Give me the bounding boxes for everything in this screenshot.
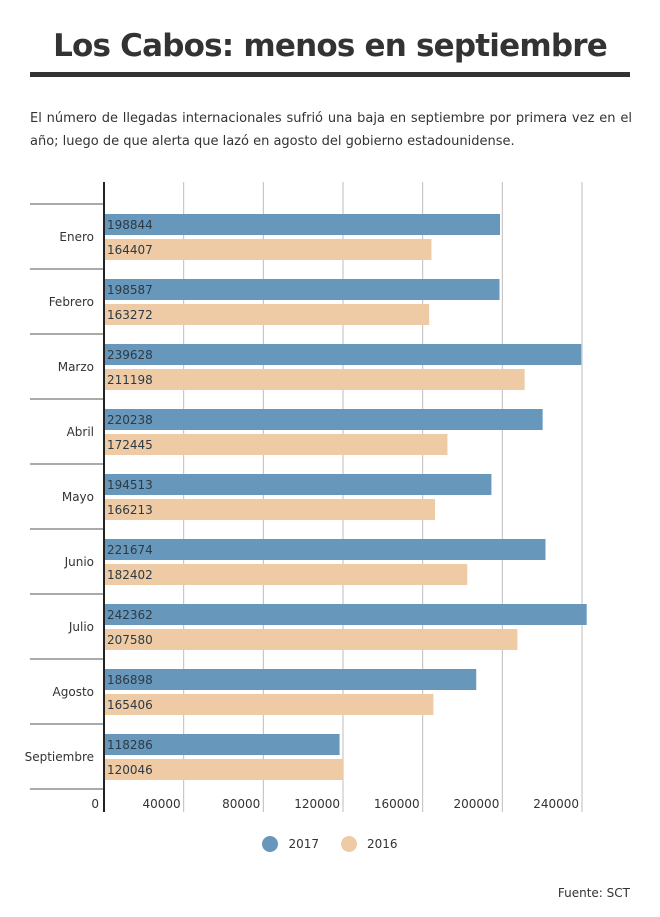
legend-swatch-2016 [341, 836, 357, 852]
category-label: Julio [68, 620, 94, 634]
data-label: 242362 [107, 608, 153, 622]
bar-2017 [104, 409, 543, 430]
legend: 2017 2016 [0, 836, 660, 852]
x-tick-label: 0 [91, 797, 99, 811]
data-label: 239628 [107, 348, 153, 362]
category-label: Junio [64, 555, 94, 569]
data-label: 207580 [107, 633, 153, 647]
bar-2016 [104, 239, 432, 260]
data-label: 211198 [107, 373, 153, 387]
category-label: Abril [67, 425, 94, 439]
chart-title: Los Cabos: menos en septiembre [53, 28, 608, 64]
data-label: 164407 [107, 243, 153, 257]
data-label: 165406 [107, 698, 153, 712]
data-label: 221674 [107, 543, 153, 557]
x-tick-label: 80000 [222, 797, 260, 811]
legend-label-2017: 2017 [288, 837, 319, 851]
legend-label-2016: 2016 [367, 837, 398, 851]
x-tick-label: 40000 [142, 797, 180, 811]
data-label: 186898 [107, 673, 153, 687]
bar-2016 [104, 304, 430, 325]
bar-2016 [104, 759, 344, 780]
bar-2017 [104, 734, 340, 755]
bar-2017 [104, 604, 587, 625]
bar-2016 [104, 369, 525, 390]
bar-2016 [104, 694, 434, 715]
x-tick-label: 200000 [454, 797, 500, 811]
bar-2016 [104, 564, 468, 585]
bar-2017 [104, 279, 500, 300]
bar-2017 [104, 214, 501, 235]
title-underline [30, 72, 630, 77]
bar-2017 [104, 539, 546, 560]
chart-subtitle: El número de llegadas internacionales su… [30, 111, 632, 149]
x-tick-label: 120000 [294, 797, 340, 811]
category-label: Marzo [58, 360, 94, 374]
data-label: 198844 [107, 218, 153, 232]
x-tick-label: 240000 [533, 797, 579, 811]
legend-item-2017: 2017 [262, 836, 319, 852]
category-label: Febrero [49, 295, 94, 309]
data-label: 118286 [107, 738, 153, 752]
data-label: 163272 [107, 308, 153, 322]
data-label: 220238 [107, 413, 153, 427]
legend-item-2016: 2016 [341, 836, 398, 852]
bar-2017 [104, 474, 492, 495]
bar-2016 [104, 434, 448, 455]
legend-swatch-2017 [262, 836, 279, 852]
data-label: 194513 [107, 478, 153, 492]
data-label: 120046 [107, 763, 153, 777]
bar-2017 [104, 344, 582, 365]
category-label: Enero [59, 230, 94, 244]
data-label: 166213 [107, 503, 153, 517]
bar-2017 [104, 669, 477, 690]
data-label: 182402 [107, 568, 153, 582]
x-tick-label: 160000 [374, 797, 420, 811]
bar-2016 [104, 629, 518, 650]
data-label: 172445 [107, 438, 153, 452]
category-label: Septiembre [25, 750, 94, 764]
bar-chart: Enero 198844 164407 Febrero 198587 163272 Marz… [25, 182, 587, 812]
category-label: Agosto [53, 685, 94, 699]
bar-2016 [104, 499, 436, 520]
category-label: Mayo [62, 490, 94, 504]
source-note: Fuente: SCT [557, 886, 630, 900]
data-label: 198587 [107, 283, 153, 297]
